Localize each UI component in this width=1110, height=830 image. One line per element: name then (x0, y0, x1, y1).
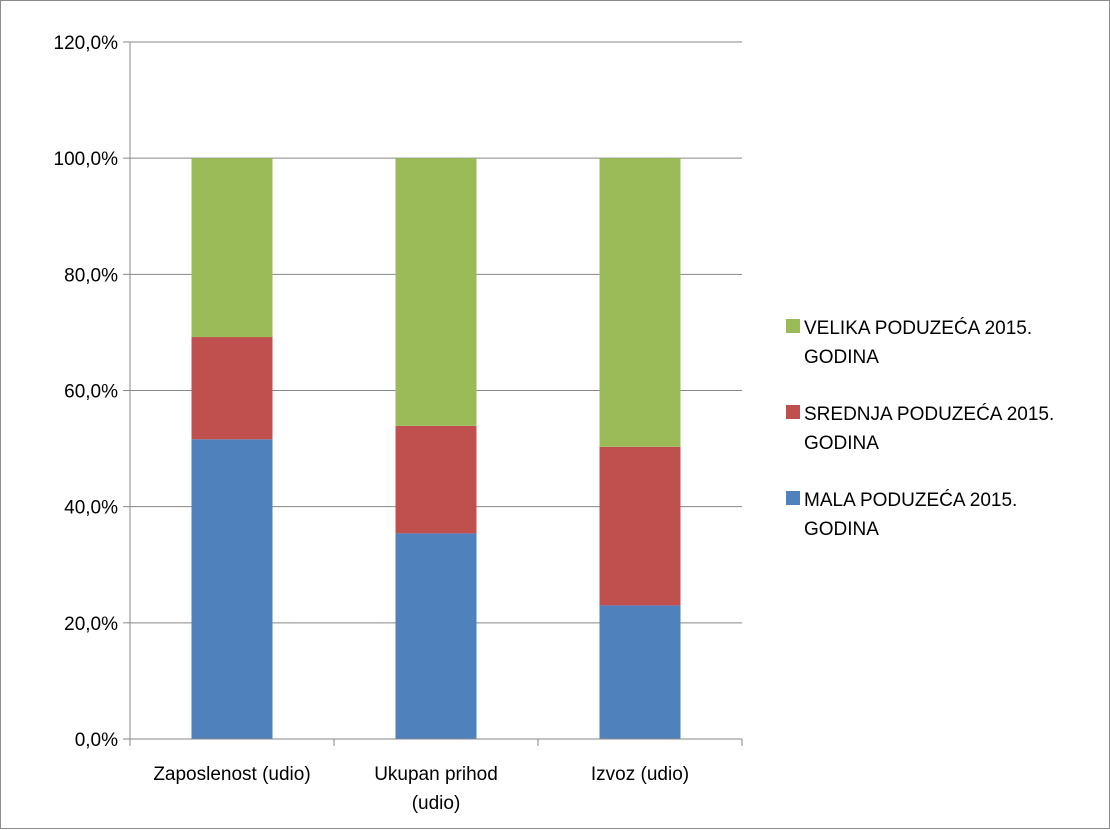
legend-swatch (786, 319, 800, 333)
bar-segment (395, 425, 477, 534)
bar-segment (191, 337, 273, 440)
bar-segment (191, 439, 273, 739)
bar-segment (599, 158, 681, 447)
y-tick-label: 100,0% (54, 149, 119, 170)
category-label: Ukupan prihod (374, 764, 498, 785)
category-label: (udio) (412, 793, 461, 814)
y-tick-label: 0,0% (75, 730, 118, 751)
legend-label: SREDNJA PODUZEĆA 2015. (804, 403, 1054, 425)
y-tick-label: 60,0% (64, 382, 118, 403)
y-tick-label: 80,0% (64, 265, 118, 286)
legend-label: GODINA (804, 433, 879, 454)
bar-segment (599, 446, 681, 606)
bar-segment (395, 158, 477, 426)
y-tick-label: 20,0% (64, 614, 118, 635)
legend-swatch (786, 491, 800, 505)
legend-label: GODINA (804, 519, 879, 540)
legend-label: MALA PODUZEĆA 2015. (804, 489, 1017, 511)
legend-swatch (786, 405, 800, 419)
bar-segment (599, 605, 681, 739)
category-label: Izvoz (udio) (591, 764, 689, 785)
bar-segment (395, 533, 477, 739)
bar-segment (191, 158, 273, 338)
y-tick-label: 120,0% (54, 33, 119, 54)
legend-label: VELIKA PODUZEĆA 2015. (804, 317, 1032, 339)
category-label: Zaposlenost (udio) (153, 764, 310, 785)
y-tick-label: 40,0% (64, 498, 118, 519)
legend-label: GODINA (804, 347, 879, 368)
